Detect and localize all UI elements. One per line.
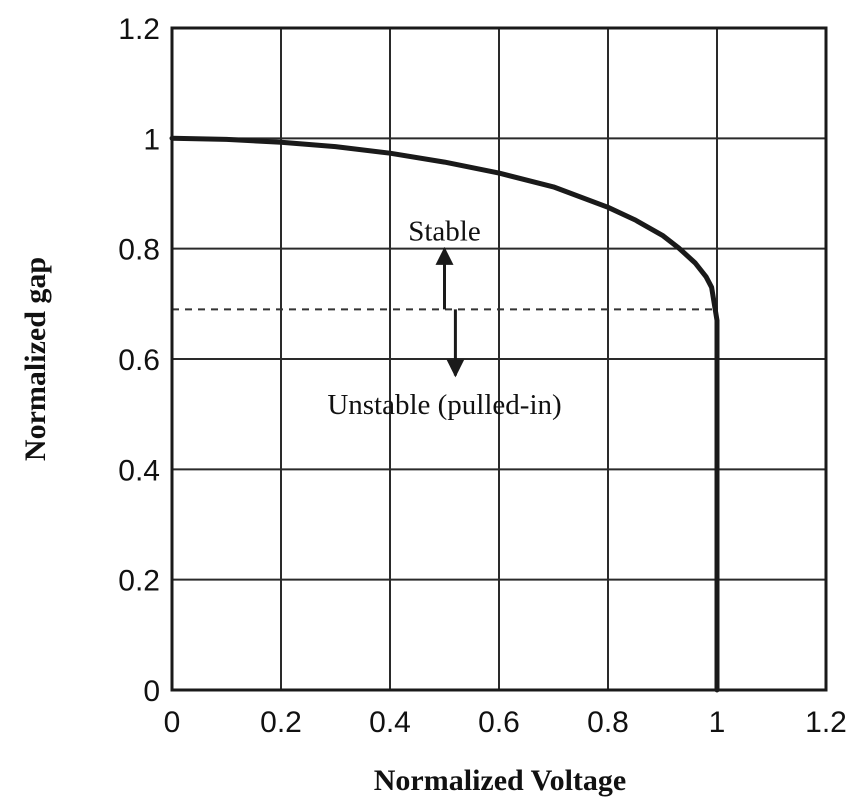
- y-tick-label: 0.6: [118, 344, 160, 377]
- x-tick-label: 0: [164, 706, 181, 739]
- stable-annotation: Stable: [408, 215, 481, 247]
- y-tick-labels: 0 0.2 0.4 0.6 0.8 1 1.2: [118, 13, 160, 708]
- plot-area-frame: [170, 26, 828, 692]
- x-tick-label: 1: [709, 706, 726, 739]
- x-tick-label: 0.8: [587, 706, 629, 739]
- x-tick-label: 0.2: [260, 706, 302, 739]
- gap-voltage-curve: [169, 135, 720, 693]
- x-tick-label: 1.2: [805, 706, 847, 739]
- y-tick-label: 0.2: [118, 565, 160, 598]
- y-tick-label: 1.2: [118, 13, 160, 46]
- arrows: [435, 246, 465, 378]
- unstable-annotation: Unstable (pulled-in): [327, 389, 561, 421]
- y-tick-label: 0.8: [118, 234, 160, 267]
- y-tick-label: 0.4: [118, 454, 160, 487]
- y-tick-label: 0: [143, 675, 160, 708]
- annotations: Stable Unstable (pulled-in): [327, 215, 561, 421]
- x-tick-label: 0.6: [478, 706, 520, 739]
- y-axis-title: Normalized gap: [19, 257, 52, 461]
- grid: [171, 27, 827, 691]
- x-tick-label: 0.4: [369, 706, 411, 739]
- x-axis-title: Normalized Voltage: [374, 764, 626, 797]
- series-layer: [169, 135, 720, 693]
- y-tick-label: 1: [143, 123, 160, 156]
- x-tick-labels: 0 0.2 0.4 0.6 0.8 1 1.2: [164, 706, 847, 739]
